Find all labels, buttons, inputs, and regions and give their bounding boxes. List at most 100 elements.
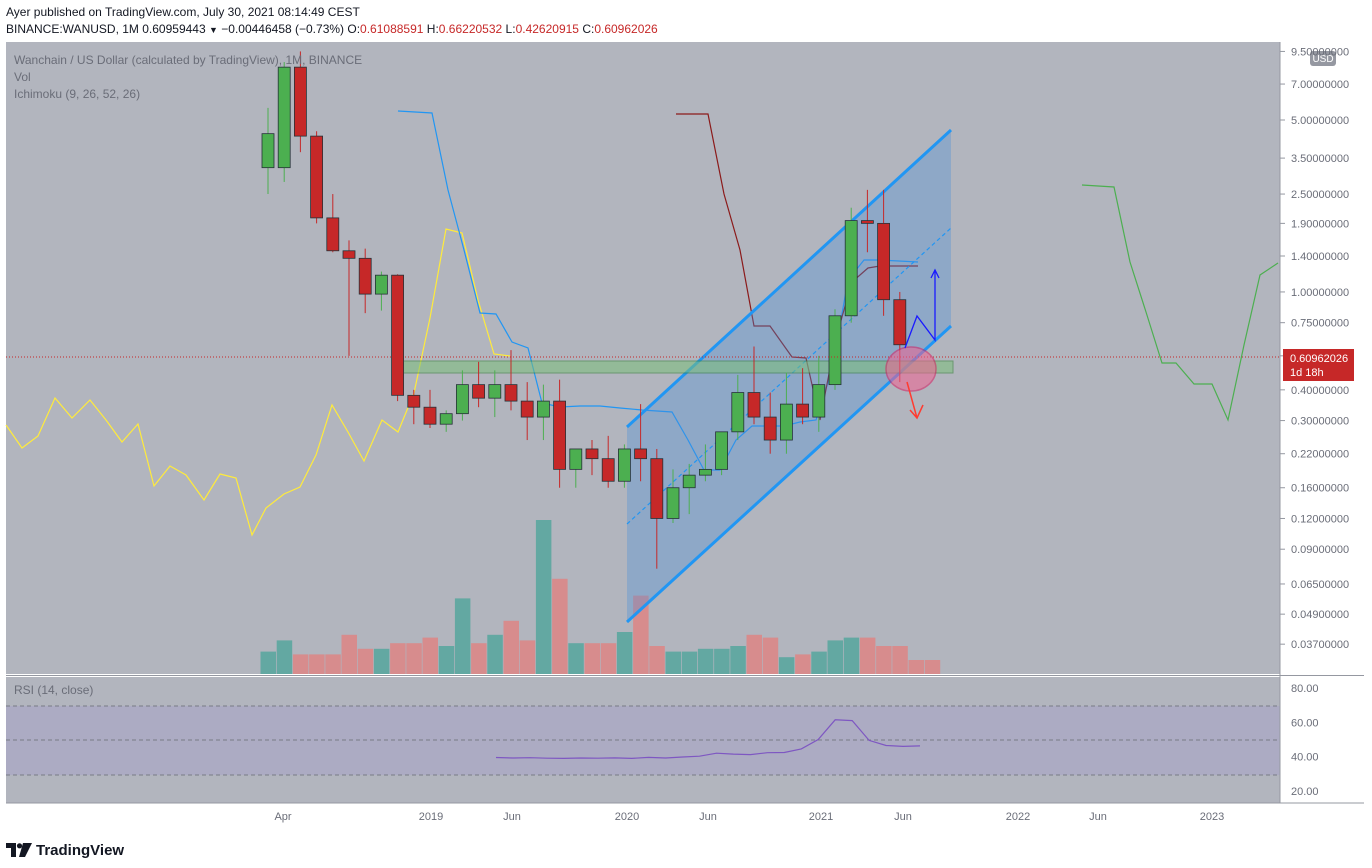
rsi-tick-label: 20.00 xyxy=(1291,786,1319,798)
candle-body xyxy=(601,458,615,482)
time-tick-label: 2023 xyxy=(1200,811,1224,823)
candle xyxy=(796,368,809,425)
volume-bar xyxy=(762,637,779,674)
candle xyxy=(261,107,275,195)
candle-body xyxy=(277,66,291,169)
volume-bar xyxy=(454,598,471,674)
volume-bar xyxy=(616,632,633,674)
candle-body xyxy=(877,222,890,301)
price-tick-label: 1.40000000 xyxy=(1291,251,1349,263)
candle-body xyxy=(520,400,534,418)
candle-body xyxy=(455,384,469,415)
volume-bar xyxy=(438,646,455,674)
candle-body xyxy=(358,257,372,295)
main-pane[interactable] xyxy=(6,42,1280,674)
candle-body xyxy=(293,66,307,137)
footer[interactable]: TradingView xyxy=(6,840,124,860)
open-value: 0.61088591 xyxy=(360,22,424,36)
candle-body xyxy=(569,448,583,470)
candle-body xyxy=(342,250,356,259)
volume-bar xyxy=(843,637,860,674)
currency-label: USD xyxy=(1312,54,1333,65)
candle xyxy=(455,370,469,421)
price-tick-label: 9.50000000 xyxy=(1291,46,1349,58)
volume-bar xyxy=(584,643,600,674)
currency-badge[interactable] xyxy=(1310,51,1336,66)
candle xyxy=(488,370,502,418)
candle-body xyxy=(812,384,826,418)
volume-bar xyxy=(357,648,374,674)
volume-bar xyxy=(309,654,325,674)
price-tick-label: 7.00000000 xyxy=(1291,79,1349,91)
price-tick-label: 0.09000000 xyxy=(1291,544,1349,556)
candle xyxy=(763,392,777,454)
volume-bar xyxy=(535,520,552,674)
candle xyxy=(699,444,712,482)
volume-bar xyxy=(341,634,357,674)
candle-body xyxy=(488,384,502,399)
candle xyxy=(504,350,518,411)
price-tick-label: 0.06500000 xyxy=(1291,579,1349,591)
symbol-label: BINANCE:WANUSD, 1M xyxy=(6,22,139,36)
candle xyxy=(650,448,664,569)
vol-label: Vol xyxy=(14,70,31,84)
candle xyxy=(472,361,486,408)
price-chart[interactable]: Wanchain / US Dollar (calculated by Trad… xyxy=(0,40,1372,840)
volume-bar xyxy=(325,654,341,674)
candle-body xyxy=(310,135,324,219)
close-value: 0.60962026 xyxy=(594,22,658,36)
time-tick-label: Jun xyxy=(894,811,912,823)
time-tick-label: 2020 xyxy=(615,811,639,823)
volume-bar xyxy=(876,646,892,674)
price-label-box xyxy=(1283,349,1354,381)
candle-body xyxy=(650,458,664,519)
volume-bars xyxy=(260,520,941,674)
volume-bar xyxy=(827,640,843,674)
candle xyxy=(407,389,421,425)
ichimoku-chikou-line xyxy=(1081,184,1279,422)
channel-upper-line xyxy=(625,128,953,429)
projection-down-arrowhead xyxy=(909,404,924,420)
high-label: H: xyxy=(426,22,439,36)
candle-body xyxy=(796,403,809,418)
volume-bar xyxy=(422,637,438,674)
volume-bar xyxy=(924,660,941,674)
candle xyxy=(666,469,680,524)
candle xyxy=(310,131,324,224)
candle xyxy=(585,440,599,476)
support-zone xyxy=(399,360,954,374)
candle xyxy=(861,189,874,253)
ichimoku-span-line xyxy=(5,228,511,537)
volume-bar xyxy=(487,634,503,674)
candle xyxy=(747,346,761,425)
candle xyxy=(682,463,696,515)
candle xyxy=(537,384,550,441)
candle-body xyxy=(537,400,550,418)
high-value: 0.66220532 xyxy=(438,22,503,36)
price-label-countdown: 1d 18h xyxy=(1290,367,1324,379)
volume-bar xyxy=(665,651,681,674)
candlesticks xyxy=(261,51,907,569)
price-tick-label: 0.04900000 xyxy=(1291,609,1349,621)
price-tick-label: 5.00000000 xyxy=(1291,115,1349,127)
volume-bar xyxy=(649,646,665,674)
candle-body xyxy=(585,448,599,460)
ichimoku-label: Ichimoku (9, 26, 52, 26) xyxy=(14,87,140,101)
candle xyxy=(520,382,534,441)
candle-body xyxy=(666,487,680,519)
time-tick-label: 2019 xyxy=(419,811,443,823)
tradingview-logo-icon xyxy=(6,843,32,857)
volume-bar xyxy=(714,648,730,674)
candle-body xyxy=(374,274,388,295)
volume-bar xyxy=(406,643,422,674)
price-change: −0.00446458 (−0.73%) xyxy=(221,22,345,36)
rsi-tick-label: 40.00 xyxy=(1291,752,1319,764)
candle-body xyxy=(423,406,437,425)
price-tick-label: 0.30000000 xyxy=(1291,416,1349,428)
candle-body xyxy=(261,133,275,169)
price-tick-label: 0.12000000 xyxy=(1291,513,1349,525)
candle xyxy=(342,240,356,356)
volume-bar xyxy=(811,651,827,674)
price-tick-label: 1.90000000 xyxy=(1291,218,1349,230)
time-tick-label: Jun xyxy=(1089,811,1107,823)
